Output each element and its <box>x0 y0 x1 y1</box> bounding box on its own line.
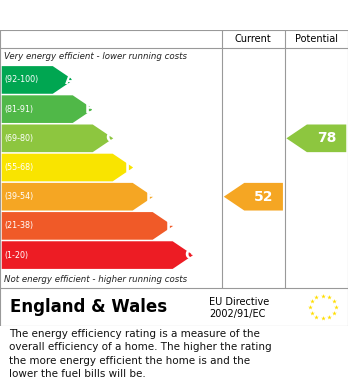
Polygon shape <box>2 124 113 152</box>
Polygon shape <box>2 241 193 269</box>
Text: The energy efficiency rating is a measure of the
overall efficiency of a home. T: The energy efficiency rating is a measur… <box>9 329 271 379</box>
Text: Current: Current <box>235 34 272 44</box>
Text: (21-38): (21-38) <box>5 221 34 230</box>
Polygon shape <box>286 124 346 152</box>
Text: Potential: Potential <box>295 34 338 44</box>
Text: (39-54): (39-54) <box>5 192 34 201</box>
Polygon shape <box>2 66 73 94</box>
Polygon shape <box>2 95 93 123</box>
Text: (92-100): (92-100) <box>5 75 39 84</box>
Text: E: E <box>145 190 155 204</box>
Polygon shape <box>224 183 283 210</box>
Text: (69-80): (69-80) <box>5 134 34 143</box>
Text: (1-20): (1-20) <box>5 251 29 260</box>
Text: 2002/91/EC: 2002/91/EC <box>209 309 265 319</box>
Text: (55-68): (55-68) <box>5 163 34 172</box>
Text: EU Directive: EU Directive <box>209 298 269 307</box>
Text: Energy Efficiency Rating: Energy Efficiency Rating <box>9 6 238 24</box>
Text: F: F <box>165 219 175 233</box>
Text: B: B <box>85 102 95 116</box>
Text: D: D <box>124 161 136 174</box>
Text: C: C <box>105 131 115 145</box>
Text: 78: 78 <box>317 131 336 145</box>
Polygon shape <box>2 212 173 240</box>
Text: 52: 52 <box>254 190 273 204</box>
Text: England & Wales: England & Wales <box>10 298 168 316</box>
Text: Not energy efficient - higher running costs: Not energy efficient - higher running co… <box>4 275 187 284</box>
Text: G: G <box>184 248 196 262</box>
Polygon shape <box>2 183 153 210</box>
Text: (81-91): (81-91) <box>5 105 34 114</box>
Text: Very energy efficient - lower running costs: Very energy efficient - lower running co… <box>4 52 187 61</box>
Text: A: A <box>65 73 76 87</box>
Polygon shape <box>2 154 133 181</box>
